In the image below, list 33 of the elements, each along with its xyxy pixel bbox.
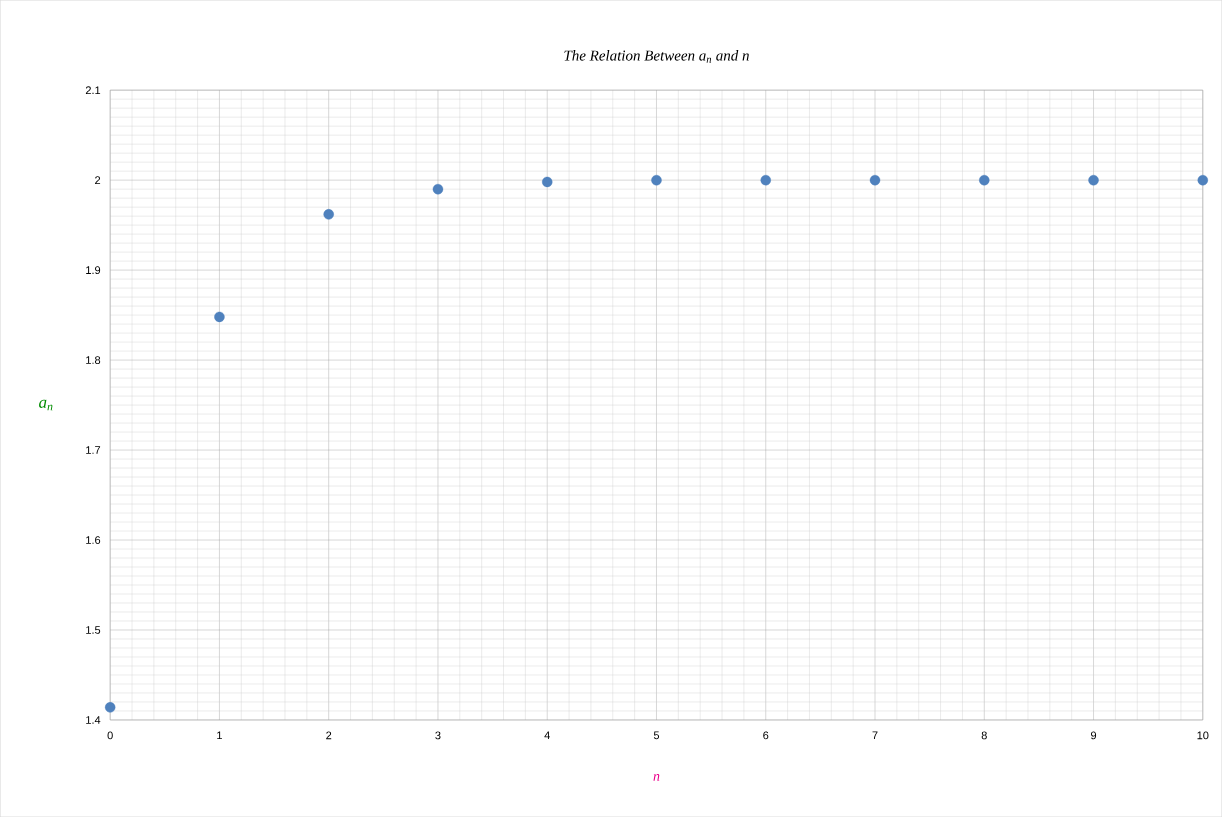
point <box>104 702 116 713</box>
point <box>542 176 553 188</box>
x-tick-label: 10 <box>1197 731 1209 740</box>
x-tick-label: 3 <box>435 731 441 740</box>
y-axis-title: a$_{n}$ <box>39 399 53 411</box>
x-tick-label: 4 <box>544 731 550 739</box>
x-tick-label: 9 <box>1091 731 1097 740</box>
point <box>323 209 334 220</box>
point <box>1088 174 1099 186</box>
x-tick-label: 5 <box>653 731 660 740</box>
point <box>869 174 881 186</box>
x-tick-label: 7 <box>872 731 878 739</box>
x-tick-label: 2 <box>326 731 332 740</box>
point <box>1197 174 1208 186</box>
chart-title: The Relation Between a$_{n}$ and n <box>564 50 749 63</box>
y-tick-label: 2.1 <box>85 86 101 94</box>
point <box>651 174 662 186</box>
y-tick-label: 1.7 <box>86 446 101 454</box>
y-tick-label: 1.4 <box>86 716 101 724</box>
point <box>979 174 990 186</box>
y-tick-label: 1.5 <box>86 626 101 634</box>
x-tick-label: 0 <box>107 731 113 740</box>
y-tick-label: 2 <box>95 176 101 184</box>
x-axis-title: n <box>653 774 660 781</box>
y-tick-label: 1.8 <box>86 356 101 364</box>
y-tick-label: 1.9 <box>86 266 101 274</box>
point <box>760 174 771 186</box>
x-tick-label: 8 <box>981 731 987 740</box>
point <box>214 311 225 323</box>
point <box>432 183 444 195</box>
y-tick-label: 1.6 <box>86 536 101 544</box>
x-tick-label: 1 <box>217 731 222 739</box>
x-tick-label: 6 <box>763 731 769 740</box>
